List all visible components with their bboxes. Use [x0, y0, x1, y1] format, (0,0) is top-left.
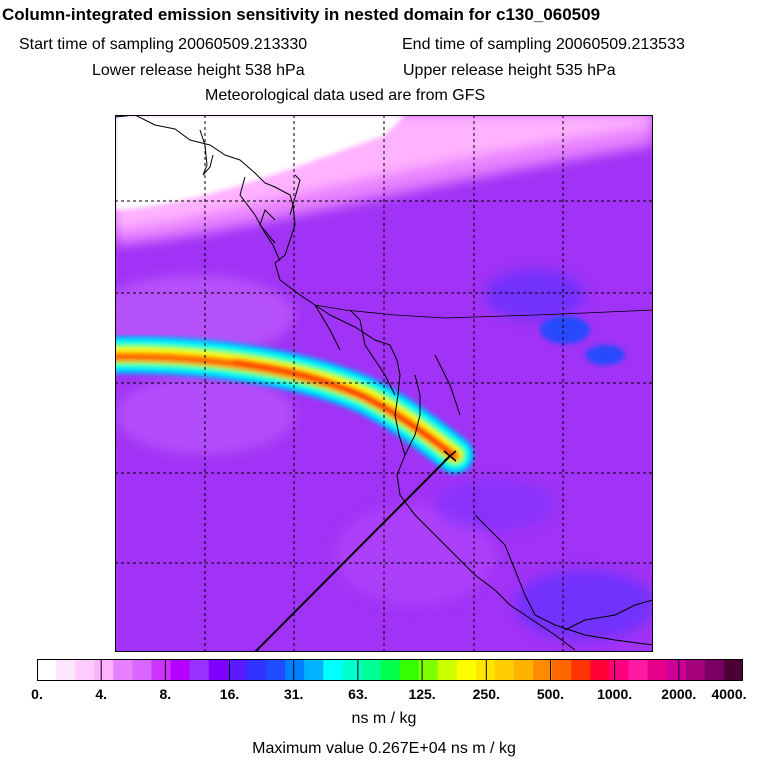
start-time-label: Start time of sampling 20060509.213330 — [19, 36, 308, 53]
blue-patch — [515, 570, 653, 640]
color-swatch — [380, 659, 401, 681]
color-swatch — [246, 659, 267, 681]
color-scale-tick-label: 4000. — [711, 686, 747, 702]
color-swatch — [94, 659, 114, 681]
color-scale-tick-label: 4. — [95, 686, 108, 702]
color-swatch — [609, 659, 630, 681]
coastline — [115, 115, 653, 651]
color-scale-bar — [37, 659, 743, 681]
color-swatch — [304, 659, 324, 681]
color-swatch — [113, 659, 133, 681]
color-scale-tick-label: 1000. — [597, 686, 633, 702]
blue-patch — [485, 270, 585, 320]
color-swatch — [37, 659, 57, 681]
color-swatch — [666, 659, 687, 681]
color-swatch — [571, 659, 591, 681]
release-point-marker — [443, 450, 457, 462]
color-swatch — [285, 659, 305, 681]
color-scale-tick-label: 0. — [31, 686, 43, 702]
color-swatch — [704, 659, 725, 681]
color-swatch — [590, 659, 610, 681]
color-swatch — [170, 659, 191, 681]
color-scale-tick-label: 31. — [283, 686, 304, 702]
color-swatch — [628, 659, 649, 681]
blue-patch — [585, 345, 625, 365]
map-frame — [115, 115, 653, 652]
color-swatch — [208, 659, 229, 681]
color-swatch — [437, 659, 458, 681]
color-swatch — [494, 659, 515, 681]
color-swatch — [265, 659, 286, 681]
upper-height-label: Upper release height 535 hPa — [403, 62, 616, 79]
color-scale-tick-label: 63. — [348, 686, 368, 702]
color-swatch — [227, 659, 248, 681]
color-scale-tick-label: 250. — [472, 686, 500, 702]
color-swatch — [323, 659, 343, 681]
color-swatch — [685, 659, 706, 681]
color-swatch — [456, 659, 477, 681]
plot-title: Column-integrated emission sensitivity i… — [2, 5, 601, 24]
color-swatch — [514, 659, 534, 681]
units-label: ns m / kg — [351, 710, 417, 727]
maximum-value-label: Maximum value 0.267E+04 ns m / kg — [252, 740, 516, 757]
color-swatch — [132, 659, 152, 681]
color-swatch — [533, 659, 553, 681]
color-swatch — [552, 659, 572, 681]
flight-track — [254, 455, 451, 652]
sensitivity-map — [115, 115, 653, 652]
color-scale-tick-label: 125. — [408, 686, 436, 702]
color-scale-tick-label: 2000. — [661, 686, 697, 702]
color-swatch — [723, 659, 743, 681]
color-swatch — [475, 659, 496, 681]
color-scale-tick-label: 500. — [536, 686, 565, 702]
blue-patch — [435, 480, 555, 530]
color-swatch — [399, 659, 420, 681]
lower-height-label: Lower release height 538 hPa — [92, 62, 305, 79]
met-data-label: Meteorological data used are from GFS — [205, 87, 486, 104]
color-swatch — [647, 659, 668, 681]
color-swatch — [189, 659, 210, 681]
color-scale-tick-label: 8. — [159, 686, 172, 702]
plume — [115, 335, 474, 474]
color-swatch — [75, 659, 95, 681]
color-swatch — [418, 659, 439, 681]
color-swatch — [151, 659, 172, 681]
blue-patch — [540, 316, 590, 344]
color-swatch — [342, 659, 362, 681]
end-time-label: End time of sampling 20060509.213533 — [402, 36, 685, 53]
color-swatch — [56, 659, 76, 681]
color-scale-tick-label: 16. — [219, 686, 240, 702]
color-swatch — [361, 659, 381, 681]
color-scale-frame — [37, 659, 743, 681]
